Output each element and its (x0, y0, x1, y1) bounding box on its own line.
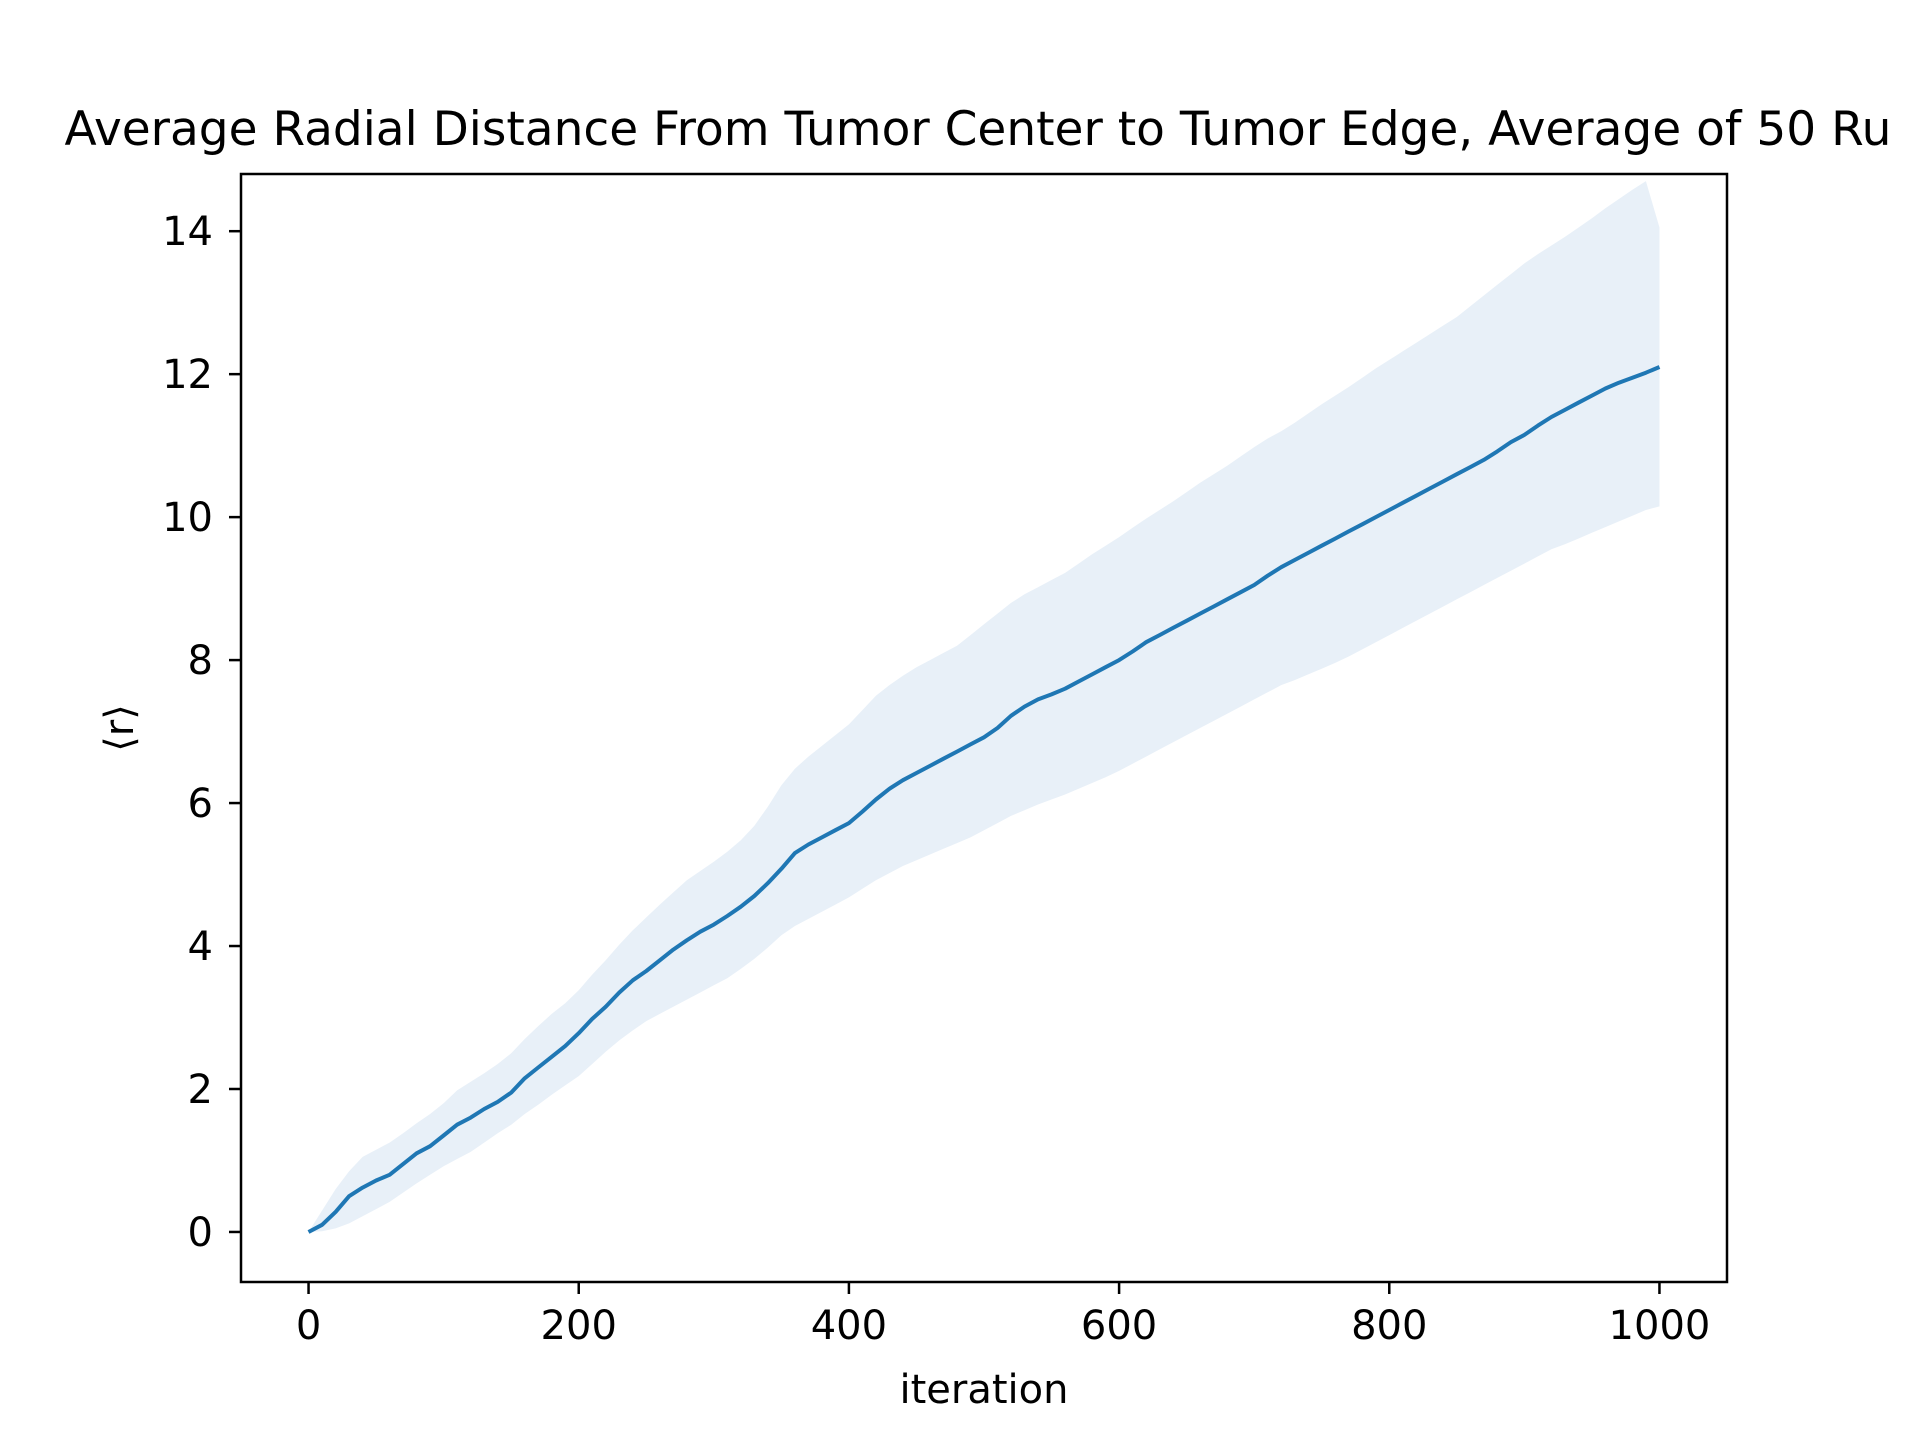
y-tick-label: 0 (188, 1210, 213, 1256)
x-tick-label: 1000 (1609, 1303, 1711, 1349)
y-tick-label: 4 (188, 924, 213, 970)
y-tick-label: 12 (162, 352, 213, 398)
y-tick-label: 14 (162, 209, 213, 255)
chart-title: Average Radial Distance From Tumor Cente… (65, 102, 1892, 157)
plot-area (239, 172, 1729, 1284)
y-axis-label: ⟨r⟩ (97, 704, 143, 752)
x-axis-label: iteration (900, 1367, 1069, 1413)
y-tick-label: 10 (162, 495, 213, 541)
confidence-band (308, 181, 1660, 1233)
x-tick-label: 200 (541, 1303, 617, 1349)
x-tick-label: 600 (1081, 1303, 1157, 1349)
x-tick-label: 800 (1351, 1303, 1427, 1349)
mean-line (307, 365, 1661, 1234)
y-axis: 0 2 4 6 8 10 12 14 (162, 209, 241, 1256)
x-tick-label: 0 (296, 1303, 321, 1349)
y-tick-label: 2 (188, 1067, 213, 1113)
x-axis: 0 200 400 600 800 1000 (296, 1282, 1711, 1349)
y-tick-label: 8 (188, 638, 213, 684)
y-tick-label: 6 (188, 781, 213, 827)
x-tick-label: 400 (811, 1303, 887, 1349)
axes-frame (239, 172, 1729, 1284)
